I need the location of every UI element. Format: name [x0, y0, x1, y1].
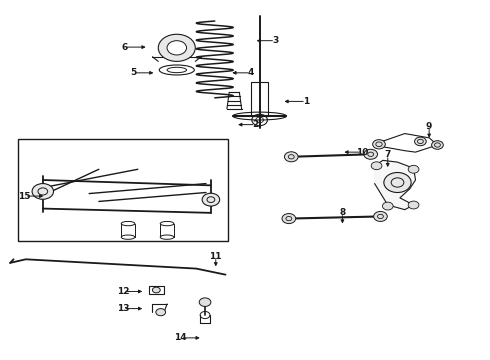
Text: 2: 2 — [252, 120, 259, 129]
Text: 14: 14 — [174, 333, 187, 342]
Bar — [19, 139, 228, 241]
Text: 3: 3 — [272, 36, 278, 45]
Ellipse shape — [160, 221, 174, 226]
Circle shape — [152, 287, 160, 293]
Circle shape — [371, 162, 382, 170]
Text: 1: 1 — [303, 97, 309, 106]
Bar — [251, 82, 269, 116]
Ellipse shape — [167, 67, 187, 73]
Circle shape — [382, 202, 393, 210]
Circle shape — [199, 298, 211, 306]
Ellipse shape — [121, 221, 135, 226]
Circle shape — [408, 165, 419, 173]
Text: 8: 8 — [339, 208, 345, 217]
Text: 9: 9 — [426, 122, 432, 131]
Circle shape — [408, 201, 419, 209]
Text: 10: 10 — [356, 148, 368, 157]
Circle shape — [156, 309, 166, 316]
Text: 11: 11 — [210, 252, 222, 261]
Text: 13: 13 — [117, 304, 129, 313]
Bar — [160, 224, 174, 237]
Circle shape — [432, 141, 443, 149]
Bar — [149, 286, 164, 294]
Circle shape — [285, 152, 298, 162]
Circle shape — [384, 172, 411, 193]
Circle shape — [202, 193, 220, 206]
Circle shape — [32, 184, 53, 199]
Text: 7: 7 — [385, 150, 391, 159]
Circle shape — [158, 34, 196, 62]
Circle shape — [282, 213, 295, 224]
Text: 15: 15 — [19, 192, 31, 201]
Circle shape — [374, 211, 387, 221]
Ellipse shape — [160, 235, 174, 239]
Circle shape — [373, 140, 385, 149]
Circle shape — [364, 149, 377, 159]
Bar — [121, 224, 135, 237]
Polygon shape — [374, 160, 416, 210]
Text: 4: 4 — [247, 68, 254, 77]
Circle shape — [415, 137, 426, 146]
Text: 5: 5 — [130, 68, 136, 77]
Text: 12: 12 — [117, 287, 129, 296]
Ellipse shape — [121, 235, 135, 239]
Ellipse shape — [159, 65, 195, 75]
Text: 6: 6 — [122, 42, 128, 51]
Circle shape — [167, 41, 187, 55]
